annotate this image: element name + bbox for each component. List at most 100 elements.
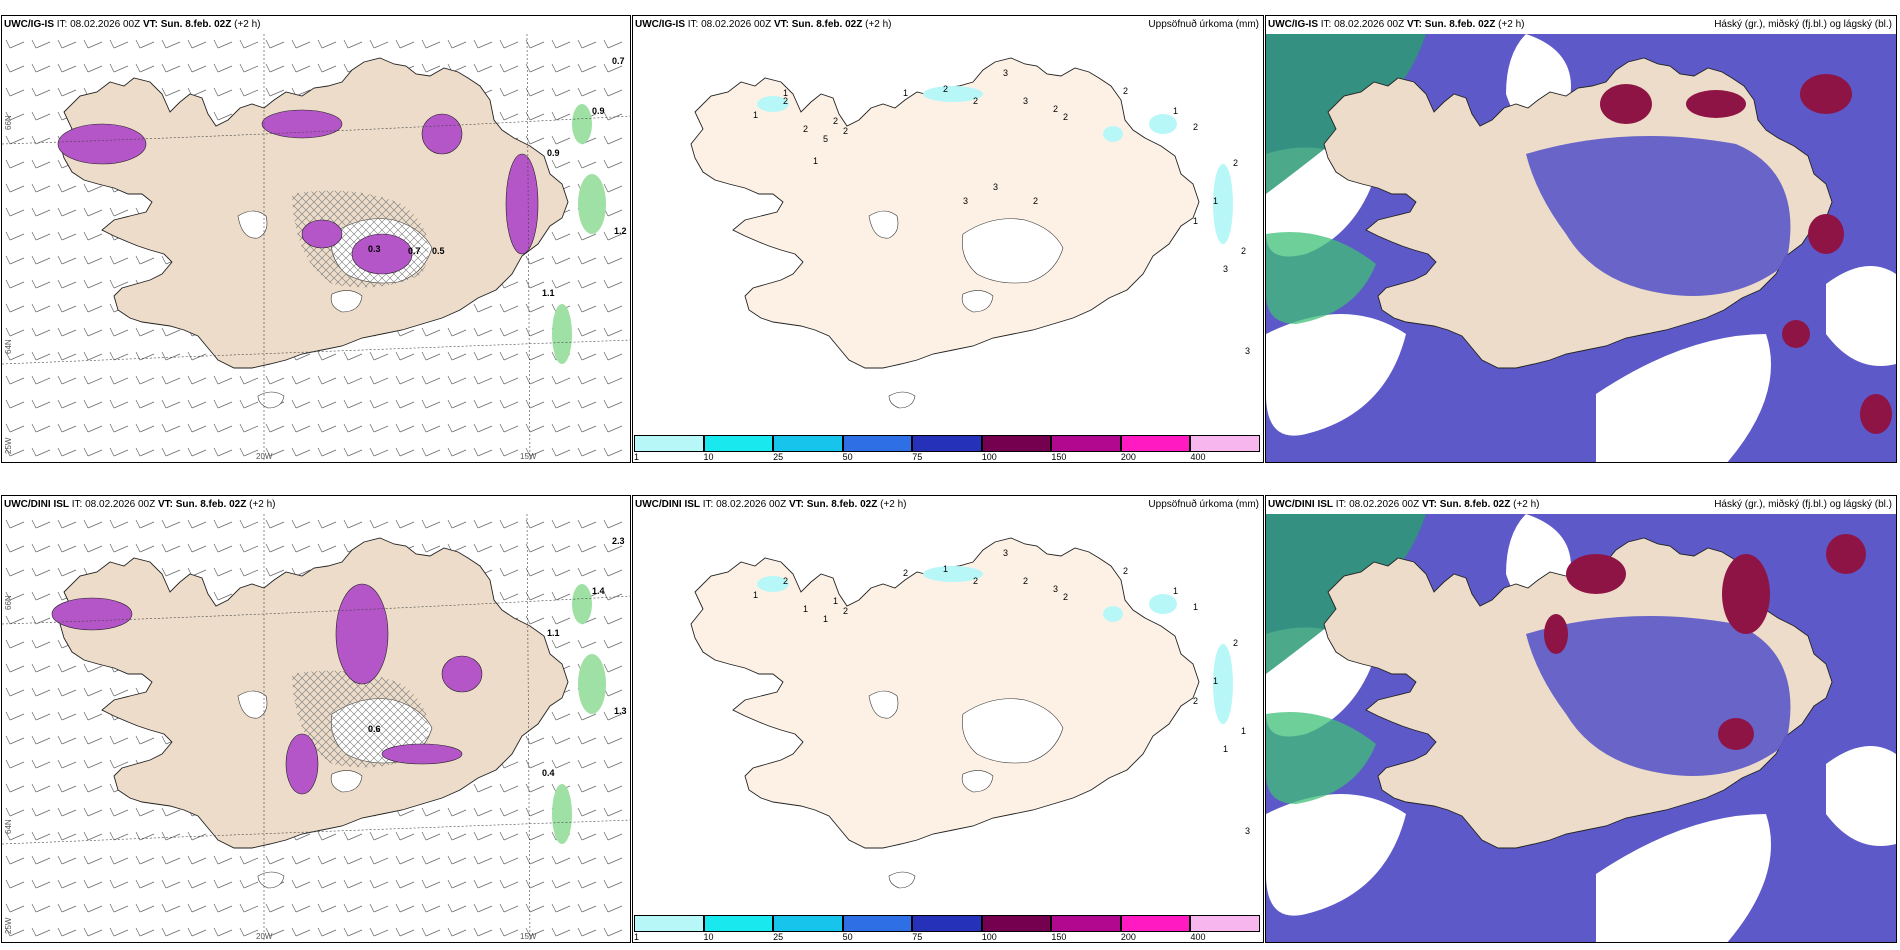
low-cloud-green (1266, 232, 1376, 324)
init-time: 08.02.2026 00Z (1334, 19, 1405, 30)
glacier-2 (961, 290, 994, 313)
wind-barb (551, 231, 571, 241)
wind-barb (265, 903, 285, 913)
wind-barb (5, 831, 25, 841)
wind-barb (603, 663, 623, 673)
precip-value: 2 (943, 84, 948, 94)
wind-barb (291, 375, 311, 385)
wind-barb (239, 447, 259, 457)
wind-barb (603, 567, 623, 577)
wind-barb (551, 39, 571, 49)
precip-area (1149, 594, 1177, 614)
wind-barb (31, 63, 51, 73)
wind-barb (447, 327, 467, 337)
wind-barb (135, 375, 155, 385)
wind-barb (577, 159, 597, 169)
cloud-map[interactable] (1266, 514, 1896, 942)
wind-barb (499, 447, 519, 457)
panel-title: Uppsöfnuð úrkoma (mm) (1148, 19, 1259, 30)
wind-barb (31, 735, 51, 745)
wind-barb (213, 63, 233, 73)
wind-barb (5, 183, 25, 193)
wind-barb (525, 303, 545, 313)
wind-barb (317, 39, 337, 49)
colorbar-tick: 1 (634, 932, 640, 942)
precip-value: 1 (813, 156, 818, 166)
wind-barb (31, 783, 51, 793)
wind-barb (551, 711, 571, 721)
wind-barb (135, 327, 155, 337)
precip-cell (351, 233, 413, 275)
wind-barb (499, 63, 519, 73)
wind-barb (109, 735, 129, 745)
wind-barb (213, 855, 233, 865)
precip-area (1103, 606, 1123, 622)
wind-barb (135, 399, 155, 409)
cloud-map[interactable] (1266, 34, 1896, 462)
wind-barb (187, 39, 207, 49)
wind-barb (603, 519, 623, 529)
wind-barb (369, 855, 389, 865)
wind-barb (577, 519, 597, 529)
forecast-offset: (+2 h) (234, 19, 261, 30)
wind-barb (265, 447, 285, 457)
precip-value: 3 (993, 182, 998, 192)
mid-cloud-cell (1600, 84, 1652, 124)
wind-barb (5, 855, 25, 865)
wind-barb (551, 63, 571, 73)
wind-barb (577, 759, 597, 769)
wind-barb (369, 903, 389, 913)
valid-time: Sun. 8.feb. 02Z (1439, 499, 1511, 510)
wind-barb (499, 111, 519, 121)
wind-barb (31, 231, 51, 241)
wind-map[interactable]: 2.3 1.4 1.3 1.1 0.4 0.6 (2, 514, 630, 942)
colorbar: 1 10 25 50 75 100 150 200 400 (634, 915, 1262, 942)
panel-header: UWC/DINI ISL IT: 08.02.2026 00Z VT: Sun.… (1266, 496, 1896, 514)
precip-cell (57, 123, 147, 165)
wind-barb (421, 423, 441, 433)
wind-barb (31, 687, 51, 697)
wind-barb (109, 687, 129, 697)
colorbar-swatch (634, 435, 704, 452)
colorbar-swatch (634, 915, 704, 932)
wind-barb (603, 39, 623, 49)
wind-barb (109, 543, 129, 553)
lat-label: 64N (4, 819, 13, 834)
wind-map[interactable]: 0.7 0.9 1.2 0.9 1.1 0.3 0.7 0.5 (2, 34, 630, 462)
wind-barb (499, 879, 519, 889)
wind-value: 0.6 (368, 724, 381, 734)
wind-barb (369, 927, 389, 937)
wind-barb (473, 351, 493, 361)
wind-barb (57, 303, 77, 313)
wind-barb (5, 303, 25, 313)
colorbar-tick: 400 (1190, 452, 1206, 462)
wind-barb (57, 855, 77, 865)
wind-barb (239, 63, 259, 73)
wind-value: 1.2 (614, 226, 627, 236)
wind-barb (525, 447, 545, 457)
wind-barb (551, 591, 571, 601)
wind-barb (31, 543, 51, 553)
precip-value: 2 (1193, 696, 1198, 706)
wind-barb (603, 423, 623, 433)
lat-label: 66N (4, 595, 13, 610)
precip-value: 2 (843, 606, 848, 616)
wind-barb (421, 543, 441, 553)
wind-barb (187, 399, 207, 409)
wind-barb (109, 39, 129, 49)
light-precip (572, 104, 592, 144)
wind-barb (187, 375, 207, 385)
wind-barb (213, 111, 233, 121)
wind-barb (83, 327, 103, 337)
wind-barb (83, 375, 103, 385)
wind-barb (473, 327, 493, 337)
wind-barb (603, 447, 623, 457)
wind-barb (395, 879, 415, 889)
wind-barb (291, 879, 311, 889)
wind-barb (109, 927, 129, 937)
wind-barb (369, 423, 389, 433)
wind-barb (343, 399, 363, 409)
model-name: UWC/DINI ISL (4, 499, 69, 510)
